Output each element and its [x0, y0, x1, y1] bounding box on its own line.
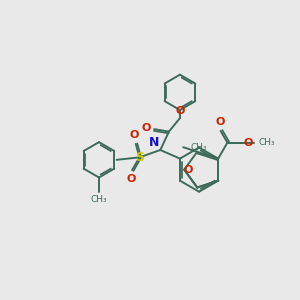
Text: CH₃: CH₃ [259, 138, 275, 147]
Text: S: S [135, 151, 144, 164]
Text: O: O [130, 130, 139, 140]
Text: CH₃: CH₃ [190, 143, 207, 152]
Text: O: O [126, 174, 136, 184]
Text: O: O [176, 106, 185, 116]
Text: O: O [216, 116, 225, 127]
Text: CH₃: CH₃ [91, 195, 107, 204]
Text: O: O [244, 138, 253, 148]
Text: N: N [149, 136, 159, 149]
Text: O: O [142, 123, 151, 133]
Text: O: O [184, 165, 193, 175]
